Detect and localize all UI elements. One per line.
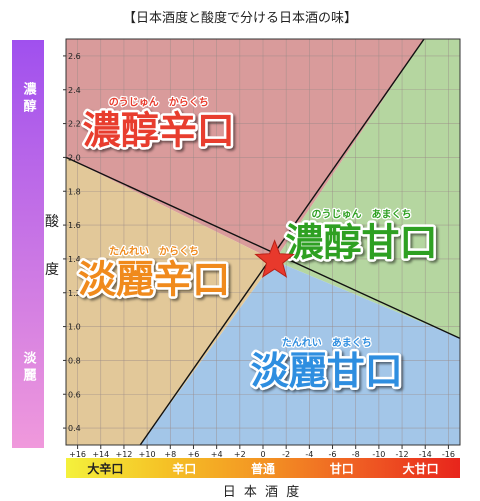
sweetness-label: 甘口 xyxy=(330,461,354,476)
x-tick-label: +16 xyxy=(69,450,86,459)
y-axis-label-char-2: 度 xyxy=(45,262,59,278)
x-tick-label: -16 xyxy=(442,450,455,459)
x-tick-label: -6 xyxy=(329,450,337,459)
x-tick-label: +8 xyxy=(164,450,176,459)
x-tick-label: -8 xyxy=(352,450,360,459)
sweetness-label: 普通 xyxy=(251,461,275,476)
x-tick-label: -12 xyxy=(396,450,409,459)
x-tick-label: +12 xyxy=(115,450,132,459)
x-axis-label: 日 本 酒 度 xyxy=(223,484,301,500)
region-rich-dry-reading: のうじゅん からくち xyxy=(109,97,209,109)
x-tick-label: +10 xyxy=(139,450,156,459)
y-tick-label: 2.0 xyxy=(68,153,81,162)
sweetness-label-layer: 大辛口 辛口 普通 甘口 大甘口 xyxy=(87,461,438,476)
region-rich-dry xyxy=(66,39,425,261)
boundary-layer xyxy=(66,39,460,445)
x-tick-label: -4 xyxy=(305,450,313,459)
y-axis-label-char-1: 酸 xyxy=(45,214,59,230)
region-rich-sweet xyxy=(274,39,460,339)
region-rich-dry-label: 濃醇辛口 xyxy=(83,109,235,153)
x-tick-label: +6 xyxy=(188,450,200,459)
x-tick-label: +14 xyxy=(92,450,109,459)
chart-title: 【日本酒度と酸度で分ける日本酒の味】 xyxy=(123,10,357,26)
y-tick-label: 1.6 xyxy=(68,221,81,230)
y-tick-label: 1.4 xyxy=(68,255,81,264)
sweetness-label: 大甘口 xyxy=(403,461,439,476)
y-tick-label: 0.8 xyxy=(68,356,81,365)
sweetness-label: 大辛口 xyxy=(87,461,123,476)
boundary-line-sake-meter xyxy=(139,39,425,445)
boundary-line-acidity xyxy=(66,156,460,340)
y-tick-label: 2.4 xyxy=(68,86,81,95)
x-tick-label: -2 xyxy=(282,450,290,459)
region-light-dry-reading: たんれい からくち xyxy=(109,246,199,258)
y-tick-label: 1.8 xyxy=(68,187,81,196)
y-tick-label: 2.2 xyxy=(68,120,81,129)
region-light-dry-label: 淡麗辛口 xyxy=(78,258,230,302)
y-tick-label: 0.6 xyxy=(68,390,81,399)
y-tick-label: 0.4 xyxy=(68,424,81,433)
acidity-top-label: 濃醇 xyxy=(21,81,37,116)
region-rich-sweet-reading: のうじゅん あまくち xyxy=(312,207,412,220)
grid-layer xyxy=(66,39,460,445)
y-tick-label: 2.6 xyxy=(68,52,81,61)
tick-layer: +16 +14 +12 +10 +8 +6 +4 +2 0 -2 -4 -6 -8 -10 -12 -14 -1… xyxy=(63,52,455,459)
region-light-sweet xyxy=(140,260,460,445)
region-light-sweet-reading: たんれい あまくち xyxy=(282,336,372,349)
x-tick-label: +4 xyxy=(211,450,223,459)
x-tick-label: -14 xyxy=(419,450,432,459)
x-tick-label: +2 xyxy=(234,450,246,459)
x-tick-label: 0 xyxy=(260,450,265,459)
marker-layer xyxy=(254,239,295,278)
y-tick-label: 1.0 xyxy=(68,323,81,332)
acidity-bar xyxy=(12,40,44,448)
sweetness-label: 辛口 xyxy=(172,461,196,476)
sweetness-bar xyxy=(66,458,460,478)
region-light-sweet-label: 淡麗甘口 xyxy=(251,349,403,393)
center-star-marker xyxy=(254,239,295,278)
region-rich-sweet-label: 濃醇甘口 xyxy=(285,220,437,264)
y-tick-label: 1.2 xyxy=(68,289,81,298)
acidity-bottom-label: 淡麗 xyxy=(21,351,37,385)
x-tick-label: -10 xyxy=(372,450,385,459)
